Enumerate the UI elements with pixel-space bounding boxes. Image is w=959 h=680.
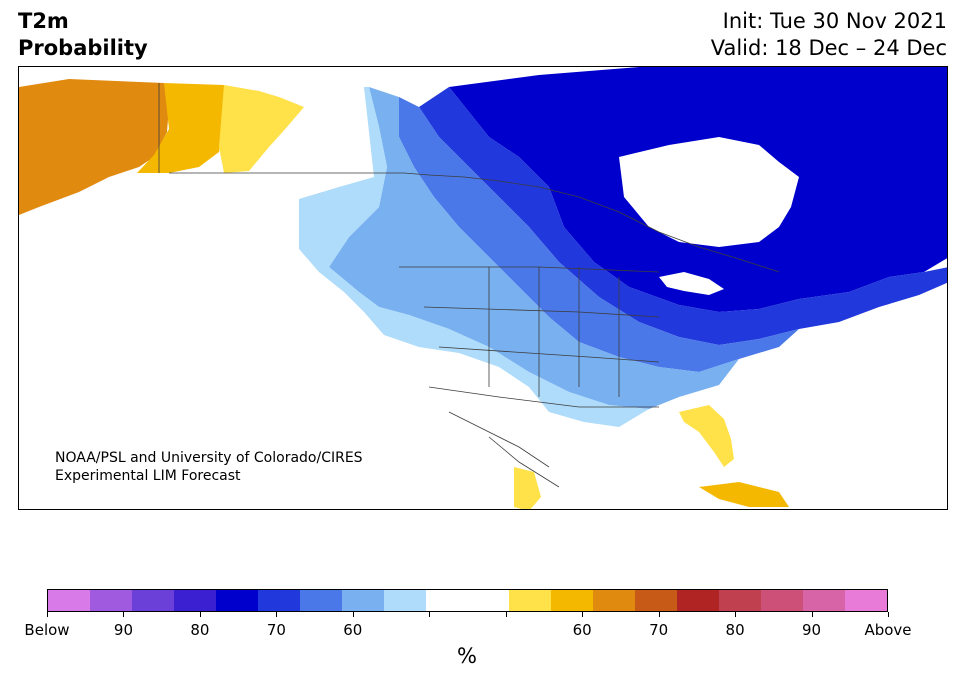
cuba-above-mid [699, 482, 789, 507]
colorbar-tick [47, 612, 48, 617]
map-svg [19, 67, 947, 509]
colorbar [47, 589, 888, 612]
colorbar-segment [215, 590, 258, 611]
title-line-1: T2m [18, 9, 69, 33]
credit-text: NOAA/PSL and University of Colorado/CIRE… [55, 449, 363, 485]
colorbar-segment [383, 590, 426, 611]
init-date: Init: Tue 30 Nov 2021 [722, 9, 947, 33]
colorbar-tick [735, 612, 737, 617]
colorbar-segment [677, 590, 720, 611]
colorbar-tick [123, 612, 125, 617]
hudson-bay [619, 137, 799, 247]
yucatan-above-light [514, 467, 541, 509]
colorbar-tick-label: 90 [113, 621, 133, 639]
colorbar-tick [658, 612, 660, 617]
colorbar-tick-label: 80 [190, 621, 210, 639]
mexico-lines [448, 411, 560, 488]
colorbar-segment [173, 590, 216, 611]
valid-dates: Valid: 18 Dec – 24 Dec [710, 36, 947, 60]
colorbar-segment [341, 590, 384, 611]
forecast-info: Init: Tue 30 Nov 2021 Valid: 18 Dec – 24… [711, 8, 947, 62]
colorbar-tick [429, 612, 431, 617]
colorbar-tick [811, 612, 813, 617]
colorbar-segment [257, 590, 300, 611]
colorbar-tick-label: 80 [725, 621, 745, 639]
yukon-above-light [219, 85, 304, 173]
colorbar-segment [593, 590, 636, 611]
colorbar-tick [352, 612, 354, 617]
colorbar-tick [888, 612, 889, 617]
colorbar-segment [425, 590, 468, 611]
title-line-2: Probability [18, 36, 148, 60]
colorbar-tick [199, 612, 201, 617]
colorbar-segment [299, 590, 342, 611]
colorbar-ticks [47, 612, 889, 618]
colorbar-tick-label: 70 [649, 621, 669, 639]
colorbar-tick [276, 612, 278, 617]
colorbar-segment [509, 590, 552, 611]
colorbar-tick [582, 612, 584, 617]
colorbar-tick-label: 90 [801, 621, 822, 639]
colorbar-segment [761, 590, 804, 611]
colorbar-segment [551, 590, 594, 611]
prairies-below-mid [329, 87, 739, 409]
colorbar-segment [803, 590, 846, 611]
colorbar-segment [89, 590, 132, 611]
colorbar-tick-label: Above [864, 621, 912, 639]
florida-above-light [679, 405, 734, 467]
state-lines [399, 266, 660, 408]
colorbar-segment [719, 590, 762, 611]
colorbar-tick-labels: Below 90 80 70 60 60 70 80 90 Above [24, 621, 911, 641]
credit-line-1: NOAA/PSL and University of Colorado/CIRE… [55, 450, 363, 466]
us-canada-border [169, 172, 780, 273]
alaska-above-strong [19, 79, 169, 215]
canada-below-med [399, 97, 799, 372]
colorbar-tick-label: 60 [572, 621, 592, 639]
colorbar-tick-label: 60 [343, 621, 363, 639]
colorbar-unit: % [457, 644, 477, 668]
colorbar-segment [467, 590, 510, 611]
colorbar-tick-label: Below [24, 621, 70, 639]
probability-map [18, 66, 948, 510]
colorbar-segment [48, 590, 90, 611]
canada-below-strong [419, 87, 947, 345]
chart-title: T2m Probability [18, 8, 148, 62]
colorbar-segment [635, 590, 678, 611]
colorbar-segment [845, 590, 888, 611]
colorbar-tick [505, 612, 507, 617]
great-lakes [659, 272, 724, 295]
colorbar-tick-label: 70 [266, 621, 286, 639]
borders [158, 83, 780, 488]
colorbar-segment [131, 590, 174, 611]
credit-line-2: Experimental LIM Forecast [55, 468, 241, 484]
